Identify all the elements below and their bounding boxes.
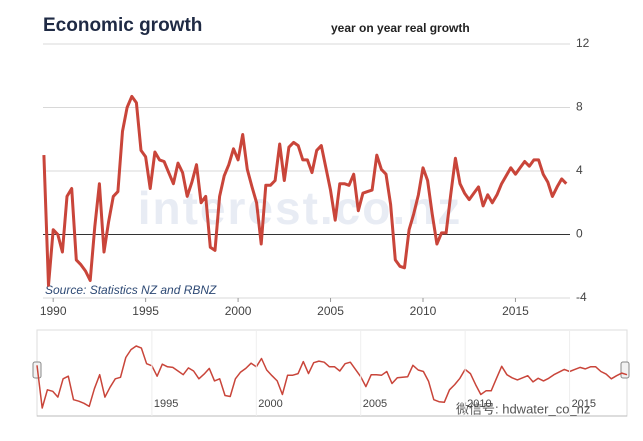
- x-tick-label: 1990: [40, 304, 67, 318]
- x-tick-label: 2010: [410, 304, 437, 318]
- x-tick-label: 2015: [502, 304, 529, 318]
- x-tick-label: 2005: [317, 304, 344, 318]
- line: [42, 94, 568, 287]
- y-tick-label: -4: [576, 290, 587, 304]
- navigator-tick-label: 2000: [258, 398, 282, 410]
- y-tick-label: 0: [576, 227, 583, 241]
- x-tick-label: 1995: [132, 304, 159, 318]
- x-tick-label: 2000: [225, 304, 252, 318]
- chart-title: Economic growth: [43, 15, 202, 36]
- navigator-handle-right[interactable]: [620, 361, 630, 379]
- footer: 微信号: hdwater_co_nz: [456, 401, 590, 416]
- navigator-line: [36, 345, 628, 409]
- y-tick-label: 4: [576, 163, 583, 177]
- y-tick-label: 8: [576, 100, 583, 114]
- watermark: interest.co.nz: [138, 182, 463, 234]
- navigator-tick-label: 2005: [363, 398, 387, 410]
- navigator-tick-label: 2015: [572, 398, 596, 410]
- chart-subtitle: year on year real growth: [331, 21, 470, 35]
- navigator-tick-label: 2010: [467, 398, 491, 410]
- source: Source: Statistics NZ and RBNZ: [45, 283, 217, 297]
- y-tick-label: 12: [576, 36, 590, 50]
- handle[interactable]: [620, 361, 630, 379]
- navigator-tick-label: 1995: [154, 398, 178, 410]
